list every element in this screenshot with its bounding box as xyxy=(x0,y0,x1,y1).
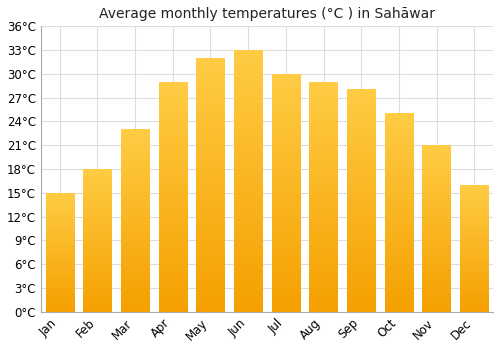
Title: Average monthly temperatures (°C ) in Sahāwar: Average monthly temperatures (°C ) in Sa… xyxy=(99,7,435,21)
